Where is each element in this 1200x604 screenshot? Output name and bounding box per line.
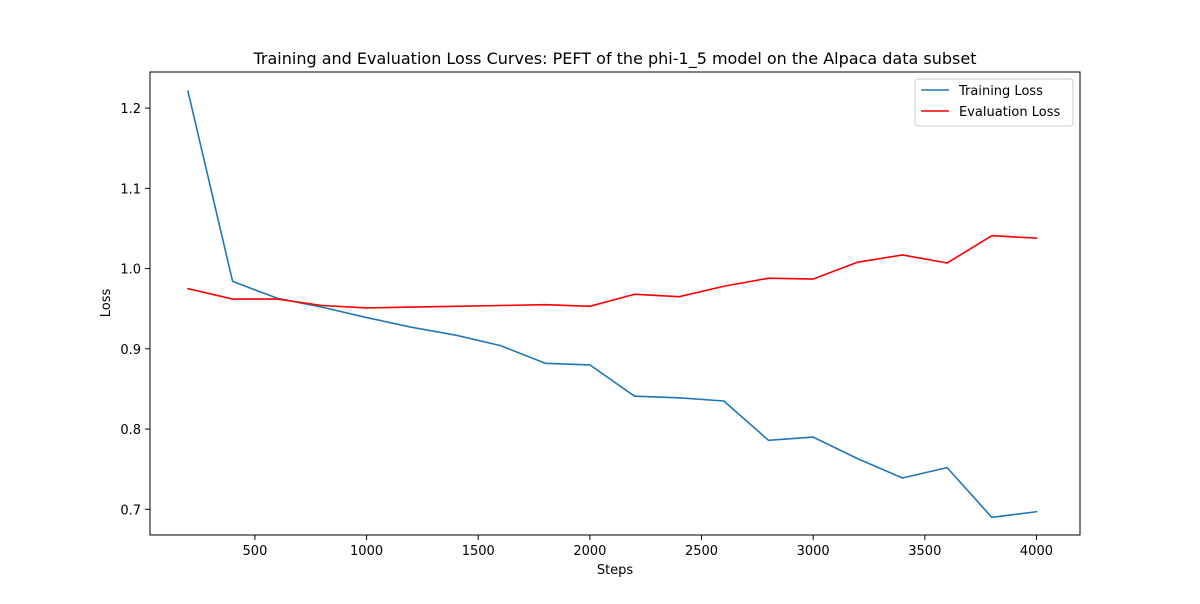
plot-area	[188, 91, 1037, 517]
y-axis: 0.7 0.8 0.9 1.0 1.1 1.2	[120, 102, 150, 518]
y-tick-label: 0.8	[120, 423, 141, 438]
legend-label: Training Loss	[958, 84, 1043, 99]
x-tick-label: 2500	[685, 544, 718, 559]
x-tick-label: 500	[243, 544, 268, 559]
y-tick-label: 0.7	[120, 503, 141, 518]
x-tick-label: 4000	[1020, 544, 1053, 559]
plot-frame	[150, 72, 1080, 535]
y-tick-label: 1.2	[120, 102, 141, 117]
chart-title: Training and Evaluation Loss Curves: PEF…	[253, 49, 977, 69]
x-axis-label: Steps	[597, 563, 634, 578]
series-line-evaluation-loss	[188, 236, 1036, 308]
y-tick-label: 1.0	[120, 263, 141, 278]
x-axis: 500 1000 1500 2000 2500 3000 3500 4000	[243, 535, 1053, 559]
x-tick-label: 1000	[350, 544, 383, 559]
x-tick-label: 3000	[797, 544, 830, 559]
x-tick-label: 2000	[573, 544, 606, 559]
y-tick-label: 1.1	[120, 182, 141, 197]
legend: Training Loss Evaluation Loss	[915, 79, 1073, 126]
y-axis-label: Loss	[99, 289, 114, 318]
x-tick-label: 1500	[462, 544, 495, 559]
y-tick-label: 0.9	[120, 343, 141, 358]
x-tick-label: 3500	[908, 544, 941, 559]
legend-label: Evaluation Loss	[959, 105, 1060, 120]
